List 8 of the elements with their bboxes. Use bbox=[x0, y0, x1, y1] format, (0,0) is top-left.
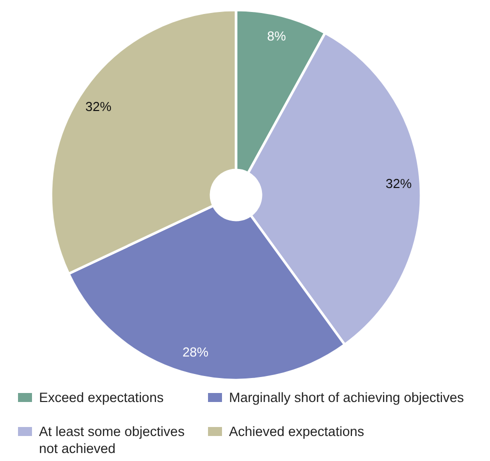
data-label: 32% bbox=[386, 176, 412, 192]
data-label: 8% bbox=[267, 28, 286, 44]
data-label: 32% bbox=[85, 99, 112, 114]
legend-label: Marginally short of achieving objectives bbox=[229, 390, 464, 405]
legend-label: At least some objectives not achieved bbox=[39, 424, 185, 456]
legend-label: Achieved expectations bbox=[229, 424, 364, 439]
data-label: 28% bbox=[182, 344, 209, 360]
legend-label: Exceed expectations bbox=[39, 390, 164, 405]
